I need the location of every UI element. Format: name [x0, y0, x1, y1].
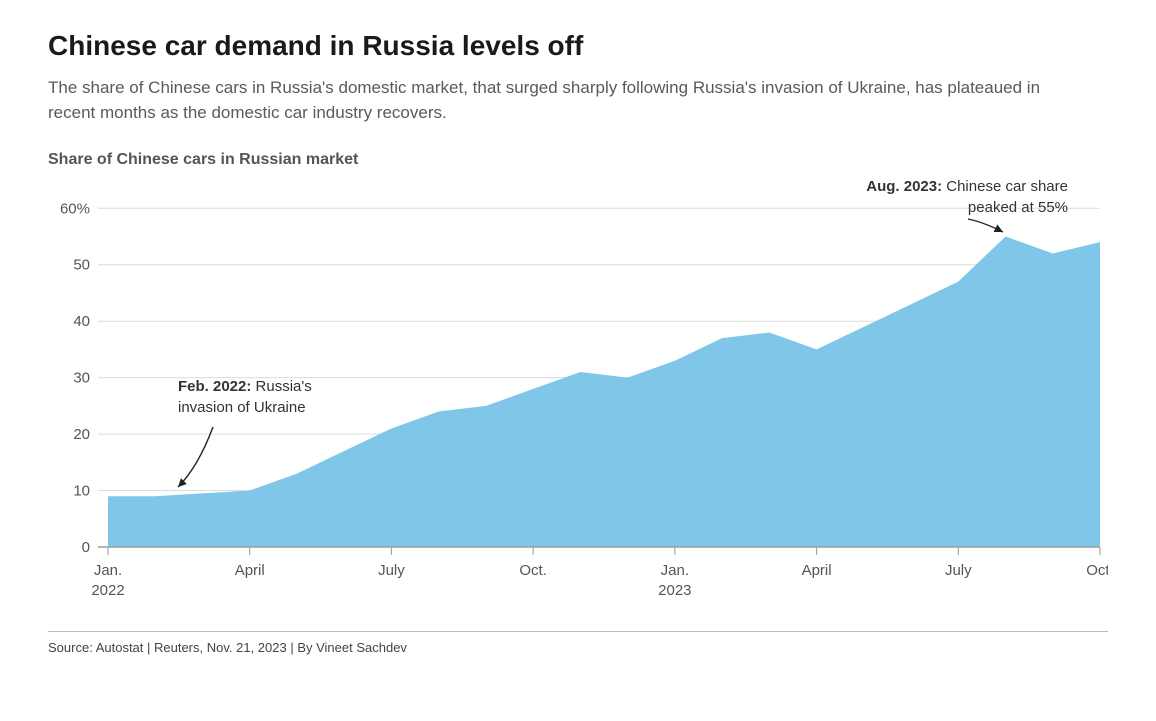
svg-text:30: 30 [73, 370, 90, 387]
svg-text:Oct.: Oct. [1086, 562, 1108, 579]
annotation-aug-2023-bold: Aug. 2023: [866, 178, 942, 195]
annotation-feb-2022: Feb. 2022: Russia's invasion of Ukraine [178, 377, 358, 418]
chart-title: Chinese car demand in Russia levels off [48, 30, 1108, 62]
svg-text:July: July [378, 562, 405, 579]
svg-text:2023: 2023 [658, 582, 691, 599]
svg-text:40: 40 [73, 313, 90, 330]
chart-subtitle: The share of Chinese cars in Russia's do… [48, 76, 1048, 125]
chart-source: Source: Autostat | Reuters, Nov. 21, 202… [48, 631, 1108, 655]
svg-text:July: July [945, 562, 972, 579]
svg-text:Jan.: Jan. [94, 562, 122, 579]
annotation-aug-2023-text: Chinese car share peaked at 55% [942, 178, 1068, 215]
svg-text:Oct.: Oct. [519, 562, 547, 579]
svg-text:April: April [802, 562, 832, 579]
svg-text:2022: 2022 [91, 582, 124, 599]
svg-text:0: 0 [82, 539, 90, 556]
svg-text:Jan.: Jan. [661, 562, 689, 579]
svg-text:60%: 60% [60, 201, 90, 218]
svg-text:10: 10 [73, 483, 90, 500]
annotation-feb-2022-bold: Feb. 2022: [178, 378, 251, 395]
svg-text:50: 50 [73, 257, 90, 274]
chart-container: 0 10 20 30 40 50 60% Jan. 2022 April July Oct. Jan. 2… [48, 187, 1108, 627]
svg-text:20: 20 [73, 426, 90, 443]
svg-text:April: April [235, 562, 265, 579]
annotation-aug-2023: Aug. 2023: Chinese car share peaked at 5… [848, 177, 1068, 218]
chart-series-label: Share of Chinese cars in Russian market [48, 151, 1108, 169]
